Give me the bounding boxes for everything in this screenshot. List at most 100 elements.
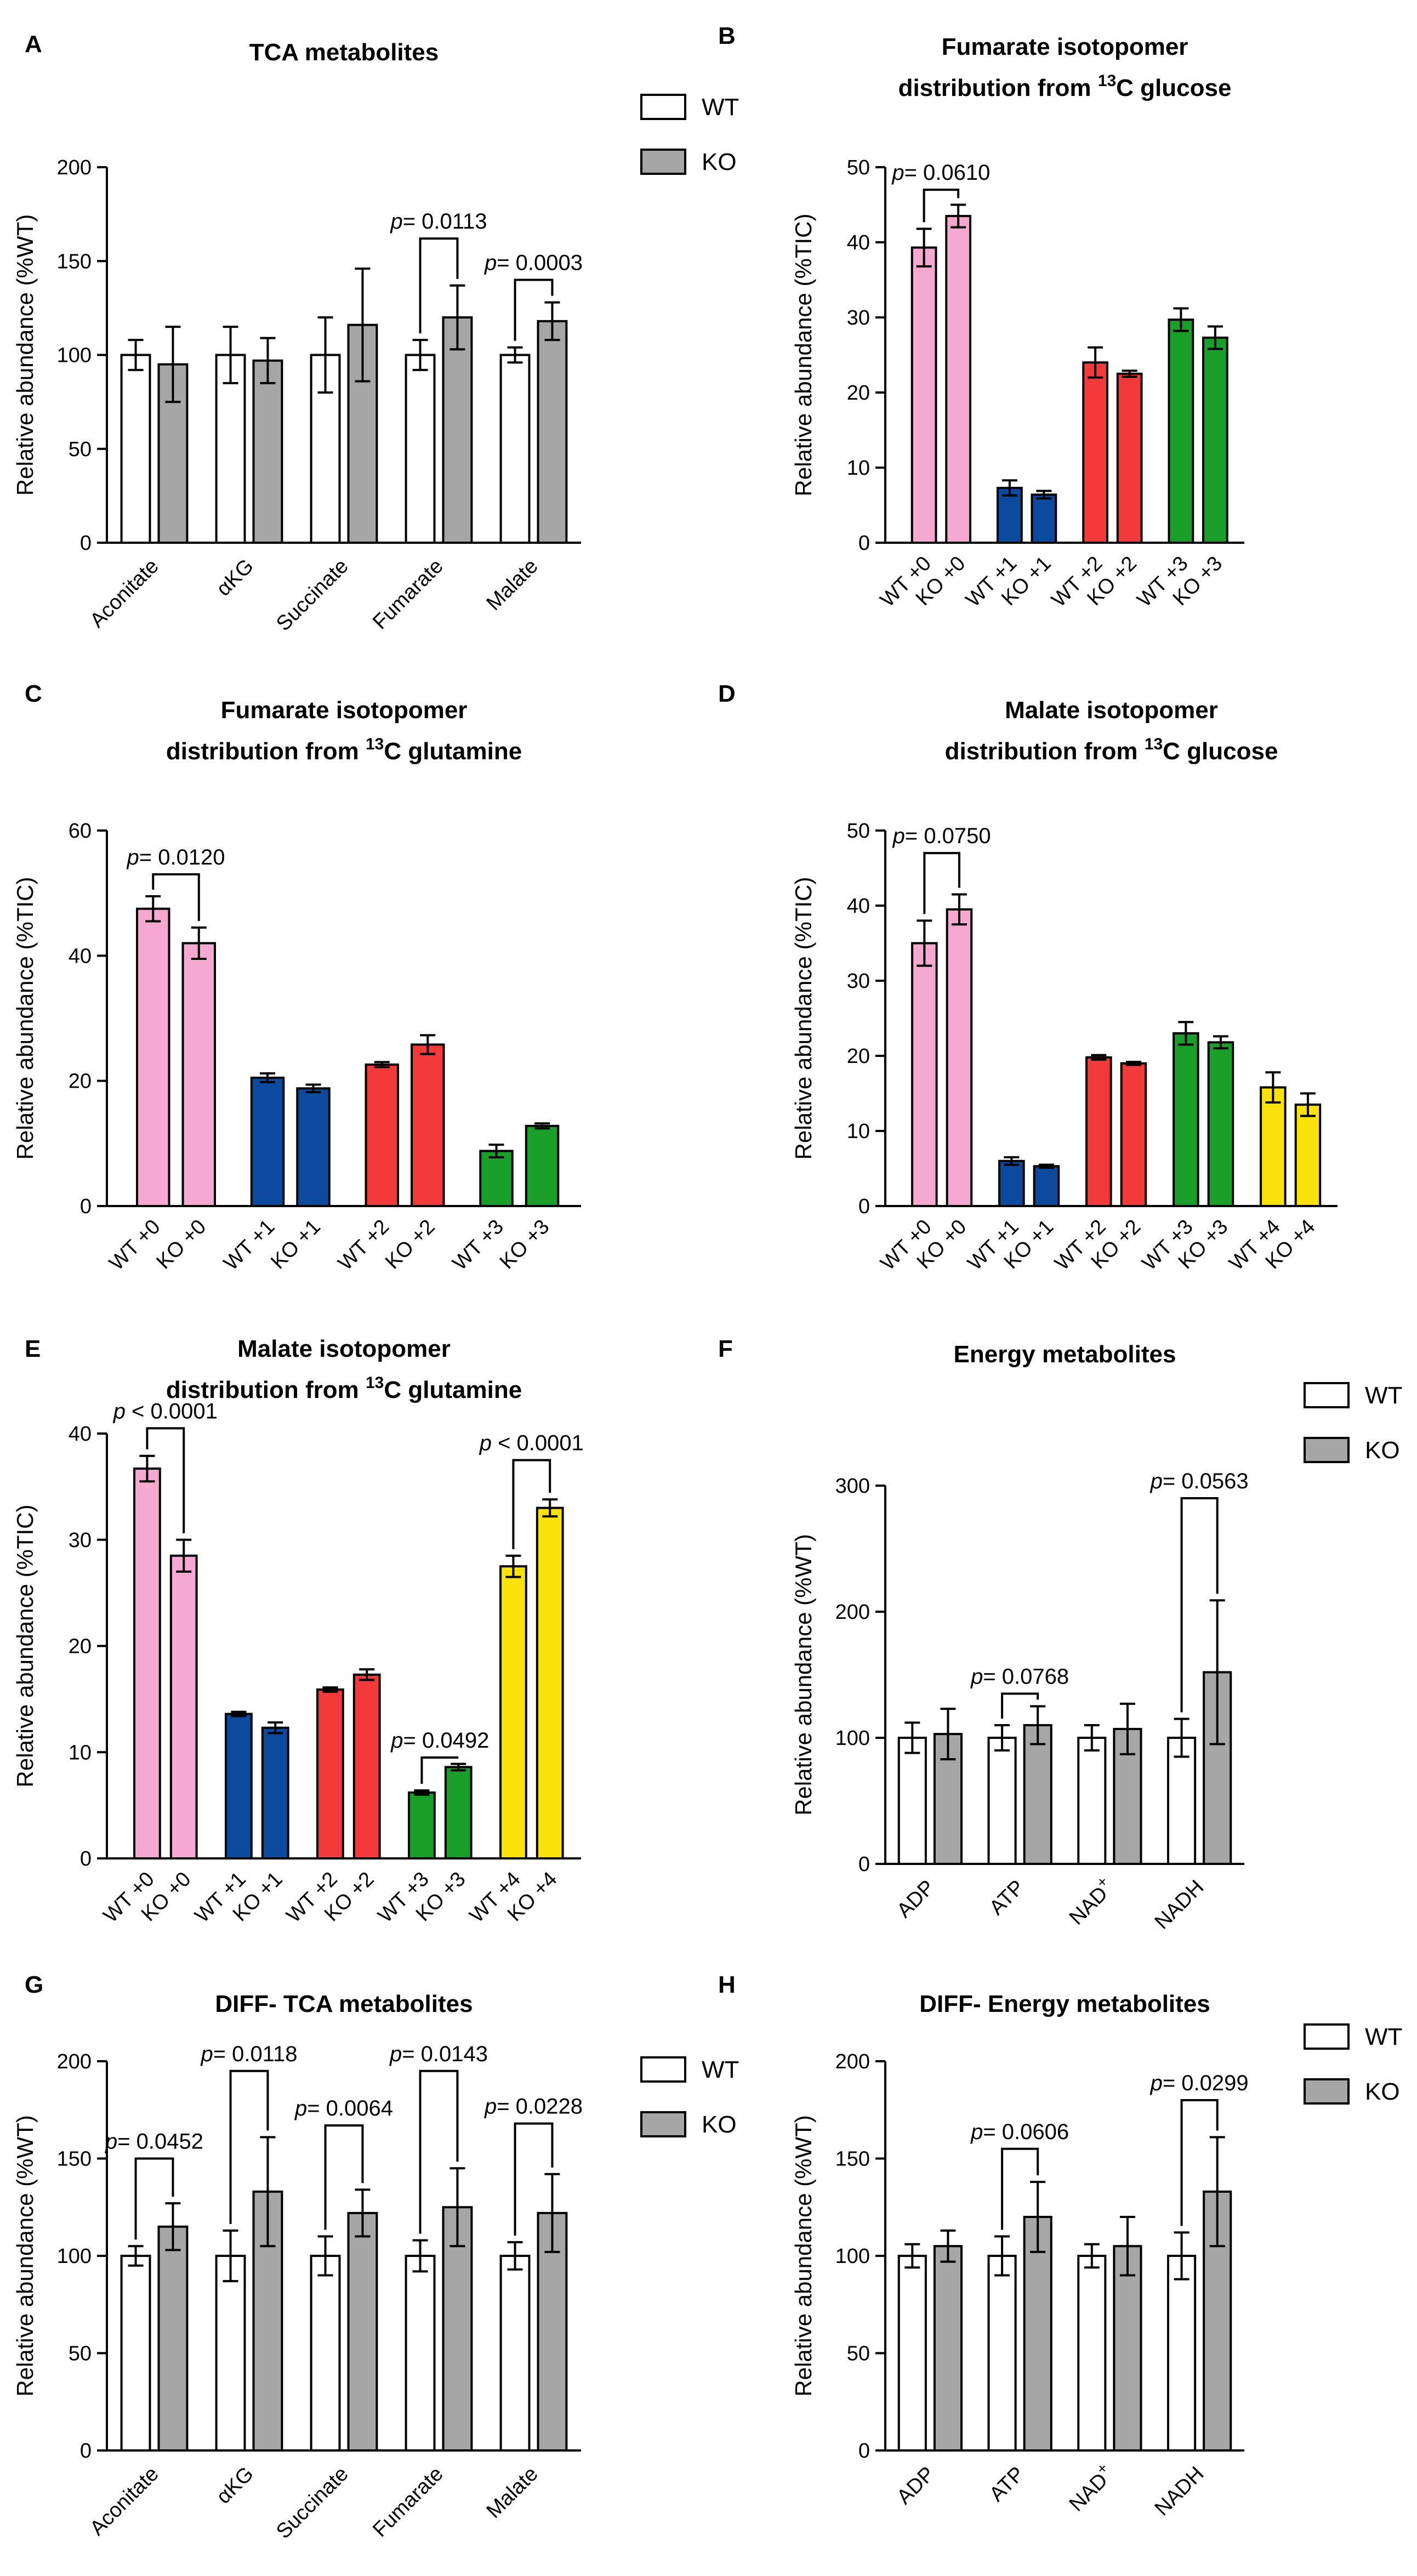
- bar: [347, 2211, 378, 2452]
- p-value-label: p= 0.0606: [970, 2120, 1069, 2144]
- y-tick-label: 10: [69, 1741, 92, 1764]
- panel-letter: D: [718, 680, 736, 707]
- y-tick-label: 200: [835, 2050, 870, 2073]
- p-value-label: p= 0.0118: [200, 2042, 297, 2066]
- significance-bracket: [229, 2069, 269, 2224]
- bar: [215, 2255, 246, 2452]
- panel-letter: C: [25, 680, 42, 707]
- y-tick-label: 0: [858, 532, 870, 555]
- y-tick-label: 100: [57, 344, 92, 367]
- bar: [181, 942, 216, 1207]
- y-axis-label: Relative abundance (%WT): [790, 2115, 816, 2397]
- panel-h: H DIFF- Energy metabolites 0 50 100 150 200 Rel…: [718, 1971, 1402, 2521]
- y-tick-label: 150: [57, 250, 92, 273]
- x-tick-label: KO +2: [381, 1215, 440, 1274]
- x-tick-label: Succinate: [272, 2463, 353, 2544]
- bar: [1294, 1104, 1322, 1208]
- panel-letter: A: [25, 31, 42, 58]
- y-tick-label: 50: [847, 2342, 870, 2365]
- bar: [910, 246, 937, 544]
- bar: [1023, 1724, 1052, 1865]
- bar: [411, 1043, 445, 1207]
- bar: [365, 1063, 399, 1207]
- y-tick-label: 200: [57, 156, 92, 179]
- chart-title: DIFF- Energy metabolites: [919, 1991, 1210, 2017]
- bar: [405, 354, 436, 544]
- y-tick-label: 0: [858, 2439, 870, 2463]
- y-tick-label: 40: [847, 895, 870, 918]
- legend-label: KO: [1365, 1437, 1400, 1464]
- y-tick-label: 20: [69, 1070, 92, 1093]
- x-tick-label: Succinate: [272, 555, 353, 636]
- panel-letter: E: [25, 1335, 41, 1362]
- bar: [352, 1673, 381, 1860]
- p-value-label: p= 0.0768: [970, 1665, 1069, 1689]
- y-tick-label: 150: [57, 2148, 92, 2171]
- y-axis-label: Relative abundance (%WT): [12, 214, 38, 496]
- y-tick-label: 100: [835, 2245, 870, 2268]
- y-tick-label: 300: [835, 1475, 870, 1498]
- x-tick-label: NADH: [1151, 1876, 1209, 1934]
- bar: [120, 2255, 151, 2452]
- significance-bracket: [1180, 2099, 1219, 2226]
- y-axis-label: Relative abundance (%WT): [12, 2115, 38, 2397]
- chart-title: Fumarate isotopomer: [942, 33, 1188, 60]
- panel-d: D Malate isotopomer distribution from 13C …: [718, 680, 1338, 1275]
- bar: [1167, 2255, 1197, 2452]
- x-tick-label: Fumarate: [368, 2463, 448, 2542]
- y-tick-label: 50: [847, 820, 870, 843]
- significance-bracket: [514, 2122, 554, 2236]
- x-tick-label: ATP: [985, 2463, 1029, 2506]
- bar: [1260, 1086, 1287, 1208]
- chart-title: distribution from 13C glutamine: [166, 735, 522, 765]
- y-tick-label: 200: [57, 2050, 92, 2073]
- bar: [442, 316, 473, 544]
- p-value-label: p= 0.0610: [891, 161, 990, 185]
- bar: [157, 2225, 189, 2452]
- p-value-label: p= 0.0113: [390, 209, 487, 234]
- legend-swatch: [1304, 2023, 1350, 2050]
- p-value-label: p < 0.0001: [479, 1431, 584, 1455]
- significance-bracket: [420, 1756, 459, 1784]
- significance-bracket: [512, 1459, 551, 1549]
- legend-swatch: [640, 94, 686, 120]
- y-tick-label: 50: [69, 2342, 92, 2365]
- p-value-label: p= 0.0299: [1150, 2071, 1249, 2095]
- bar: [1116, 372, 1143, 544]
- x-tick-label: αKG: [212, 2463, 258, 2509]
- significance-bracket: [514, 278, 554, 341]
- significance-bracket: [146, 1427, 185, 1533]
- x-tick-label: ATP: [985, 1876, 1029, 1920]
- y-tick-label: 0: [80, 532, 92, 555]
- y-tick-label: 60: [69, 820, 92, 843]
- bar: [525, 1124, 560, 1208]
- bar: [225, 1713, 253, 1860]
- bar: [897, 2255, 927, 2452]
- x-tick-label: WT +0: [105, 1215, 165, 1275]
- panel-b: B Fumarate isotopomer distribution from 13…: [718, 22, 1244, 612]
- y-tick-label: 100: [57, 2245, 92, 2268]
- x-tick-label: Aconitate: [86, 2463, 163, 2540]
- significance-bracket: [152, 873, 200, 921]
- legend-swatch: [1304, 2078, 1350, 2105]
- y-tick-label: 200: [835, 1601, 870, 1624]
- significance-bracket: [923, 852, 960, 914]
- bar: [296, 1087, 331, 1208]
- chart-title: Energy metabolites: [954, 1341, 1176, 1368]
- panel-letter: F: [718, 1335, 733, 1362]
- y-tick-label: 20: [847, 1045, 870, 1068]
- p-value-label: p < 0.0001: [113, 1399, 218, 1423]
- panel-letter: H: [718, 1971, 736, 1998]
- y-axis-label: Relative abundance (%TIC): [790, 877, 816, 1160]
- bar: [946, 908, 973, 1207]
- bar: [537, 320, 568, 544]
- bar: [1082, 361, 1108, 544]
- y-tick-label: 30: [847, 970, 870, 993]
- y-axis-label: Relative abundance (%TIC): [790, 214, 816, 497]
- bar: [408, 1791, 436, 1860]
- significance-bracket: [1001, 1692, 1039, 1719]
- bar: [998, 1159, 1025, 1208]
- y-tick-label: 0: [80, 1847, 92, 1870]
- legend-label: WT: [1365, 1382, 1402, 1409]
